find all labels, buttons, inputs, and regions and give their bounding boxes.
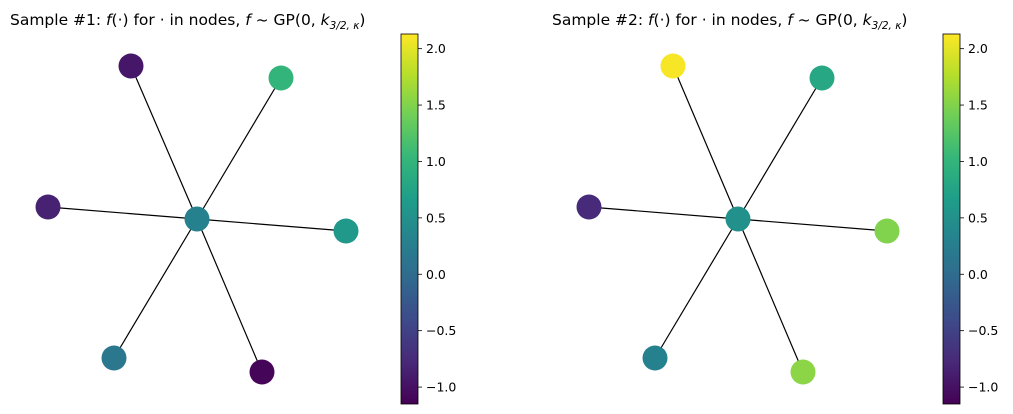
edge-center-top-right <box>737 77 823 220</box>
node-top-left <box>118 53 144 79</box>
panel-2-colorbar-gradient <box>943 34 960 404</box>
panel-1-colorbar-ticks: −1.0 −0.5 0.0 0.5 1.0 1.5 2.0 <box>418 41 456 395</box>
node-bottom-right <box>790 359 816 385</box>
panel-sample-1: Sample #1: f(·) for · in nodes, f ~ GP(0… <box>10 11 456 405</box>
panel-2-nodes <box>576 53 900 385</box>
panel-1-nodes <box>35 53 359 385</box>
panel-1-colorbar-frame <box>400 33 419 405</box>
panel-sample-2: Sample #2: f(·) for · in nodes, f ~ GP(0… <box>552 11 998 405</box>
edge-center-right <box>737 218 888 232</box>
edge-center-right <box>196 218 347 232</box>
panel-2-title: Sample #2: f(·) for · in nodes, f ~ GP(0… <box>552 11 907 32</box>
panel-2-colorbar: −1.0 −0.5 0.0 0.5 1.0 1.5 2.0 <box>942 33 998 405</box>
edge-center-top-left <box>130 65 198 220</box>
colorbar-tick-label: 2.0 <box>968 41 988 56</box>
edge-center-left <box>47 206 198 220</box>
edge-center-top-right <box>196 77 282 220</box>
panel-1-title: Sample #1: f(·) for · in nodes, f ~ GP(0… <box>10 11 365 32</box>
edge-center-bottom-right <box>737 218 804 373</box>
edge-center-bottom-left <box>113 218 198 359</box>
panel-1-colorbar-gradient <box>401 34 418 404</box>
colorbar-tick-label: −1.0 <box>968 380 998 395</box>
edge-center-bottom-right <box>196 218 263 373</box>
node-left <box>35 194 61 220</box>
edge-center-bottom-left <box>654 218 739 359</box>
panel-1-edges <box>47 65 347 373</box>
panel-2-edges <box>588 65 888 373</box>
colorbar-tick-label: 1.0 <box>426 154 446 169</box>
node-bottom-right <box>249 359 275 385</box>
edge-center-left <box>588 206 739 220</box>
node-top-left <box>660 53 686 79</box>
colorbar-tick-label: 1.5 <box>968 98 988 113</box>
colorbar-tick-label: −0.5 <box>968 323 998 338</box>
node-right <box>333 218 359 244</box>
panel-1-colorbar: −1.0 −0.5 0.0 0.5 1.0 1.5 2.0 <box>400 33 456 405</box>
node-bottom-left <box>101 345 127 371</box>
panel-2-colorbar-frame <box>942 33 961 405</box>
colorbar-tick-label: 0.0 <box>968 267 988 282</box>
node-center <box>725 206 751 232</box>
colorbar-tick-label: 0.0 <box>426 267 446 282</box>
node-bottom-left <box>642 345 668 371</box>
panel-2-colorbar-ticks: −1.0 −0.5 0.0 0.5 1.0 1.5 2.0 <box>960 41 998 395</box>
edge-center-top-left <box>672 65 739 220</box>
colorbar-tick-label: 2.0 <box>426 41 446 56</box>
node-right <box>874 218 900 244</box>
node-left <box>576 194 602 220</box>
node-top-right <box>809 65 835 91</box>
colorbar-tick-label: 1.5 <box>426 98 446 113</box>
node-center <box>184 206 210 232</box>
colorbar-tick-label: 0.5 <box>968 210 988 225</box>
colorbar-tick-label: −0.5 <box>426 323 456 338</box>
colorbar-tick-label: 1.0 <box>968 154 988 169</box>
colorbar-tick-label: −1.0 <box>426 380 456 395</box>
colorbar-tick-label: 0.5 <box>426 210 446 225</box>
node-top-right <box>268 65 294 91</box>
